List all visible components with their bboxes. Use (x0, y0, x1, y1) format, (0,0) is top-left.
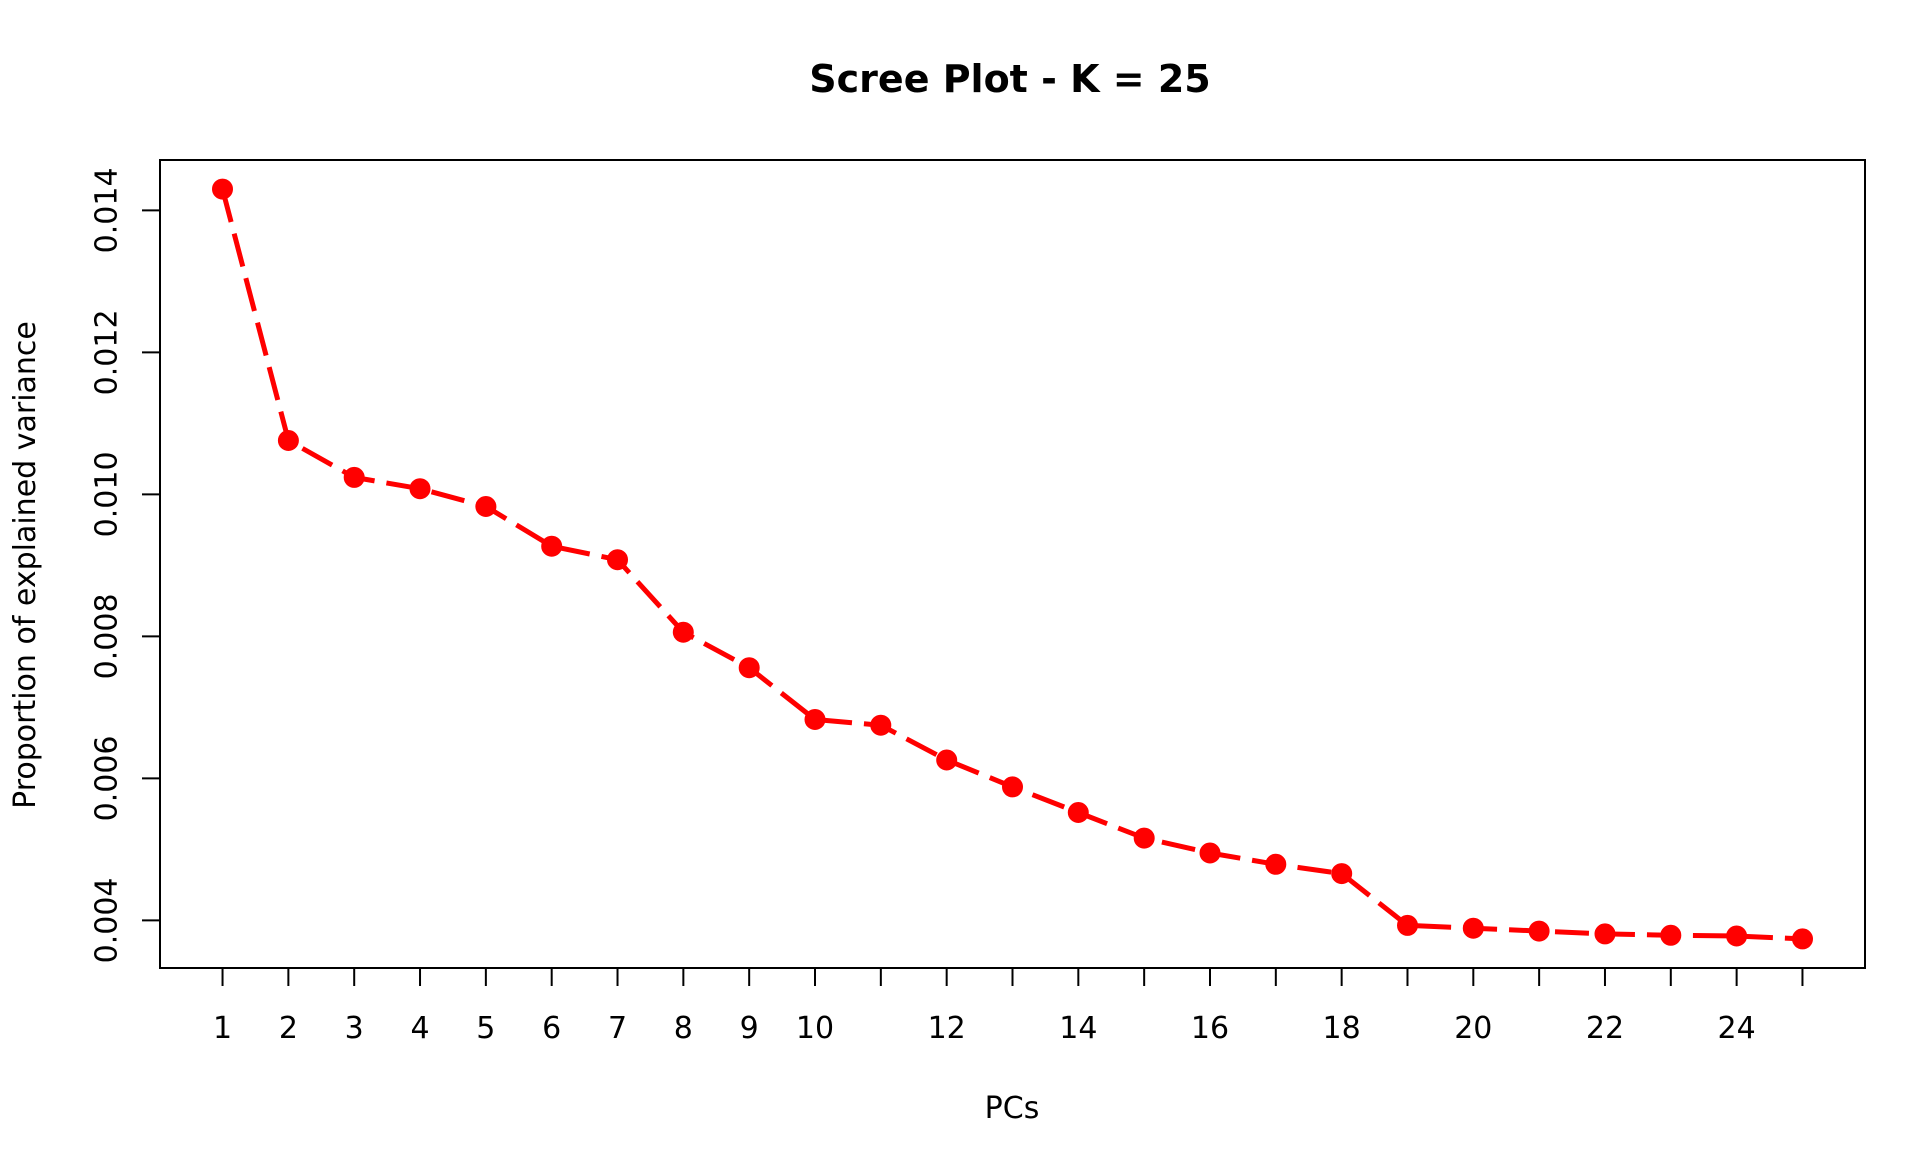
data-point (1067, 802, 1089, 823)
chart-title: Scree Plot - K = 25 (809, 57, 1210, 101)
data-point (1660, 924, 1682, 946)
x-axis: 1 2 3 4 5 6 7 8 9 10 12 14 16 18 20 22 24 (213, 967, 1804, 1046)
x-tick-label: 2 (279, 1011, 298, 1046)
data-point (804, 709, 826, 730)
y-tick-label: 0.008 (90, 593, 125, 679)
x-tick-label: 5 (476, 1011, 495, 1046)
x-axis-title: PCs (985, 1091, 1040, 1126)
data-point (409, 478, 431, 500)
x-tick-label: 20 (1454, 1011, 1492, 1046)
data-point (738, 657, 760, 679)
plot-frame (159, 159, 1866, 969)
y-tick-label: 0.010 (90, 451, 125, 537)
x-tick-label: 1 (213, 1011, 232, 1046)
data-point (343, 466, 365, 488)
data-point (1462, 917, 1484, 939)
data-point (1726, 925, 1748, 947)
x-tick-label: 9 (740, 1011, 759, 1046)
x-tick-label: 18 (1323, 1011, 1361, 1046)
y-tick-label: 0.014 (90, 167, 125, 253)
data-point (870, 714, 892, 736)
data-point (1133, 827, 1155, 849)
x-tick-label: 14 (1059, 1011, 1097, 1046)
data-point (541, 535, 563, 557)
data-point (1199, 842, 1221, 864)
y-axis: 0.004 0.006 0.008 0.010 0.012 0.014 (90, 167, 161, 963)
x-tick-label: 24 (1718, 1011, 1756, 1046)
y-tick-label: 0.012 (90, 309, 125, 395)
x-tick-label: 22 (1586, 1011, 1624, 1046)
x-tick-label: 16 (1191, 1011, 1229, 1046)
series-line (220, 188, 1803, 942)
data-point (1594, 923, 1616, 945)
x-tick-label: 8 (674, 1011, 693, 1046)
data-point (212, 178, 233, 200)
data-point (1265, 853, 1287, 875)
x-tick-label: 3 (345, 1011, 364, 1046)
data-point (1002, 776, 1023, 798)
data-point (475, 496, 497, 517)
x-tick-label: 4 (410, 1011, 429, 1046)
y-tick-label: 0.004 (90, 877, 125, 963)
data-point (672, 621, 694, 643)
data-point (1528, 920, 1550, 942)
data-point (936, 749, 958, 771)
series-pc-variance (212, 178, 1813, 950)
y-tick-label: 0.006 (90, 735, 125, 821)
data-point (277, 430, 299, 451)
x-tick-label: 10 (796, 1011, 834, 1046)
data-point (1397, 914, 1418, 936)
data-point (1792, 928, 1813, 950)
data-point (607, 549, 628, 571)
x-tick-label: 6 (542, 1011, 561, 1046)
y-axis-title: Proportion of explained variance (8, 321, 43, 809)
x-tick-label: 7 (608, 1011, 627, 1046)
x-tick-label: 12 (928, 1011, 966, 1046)
data-point (1331, 863, 1353, 885)
